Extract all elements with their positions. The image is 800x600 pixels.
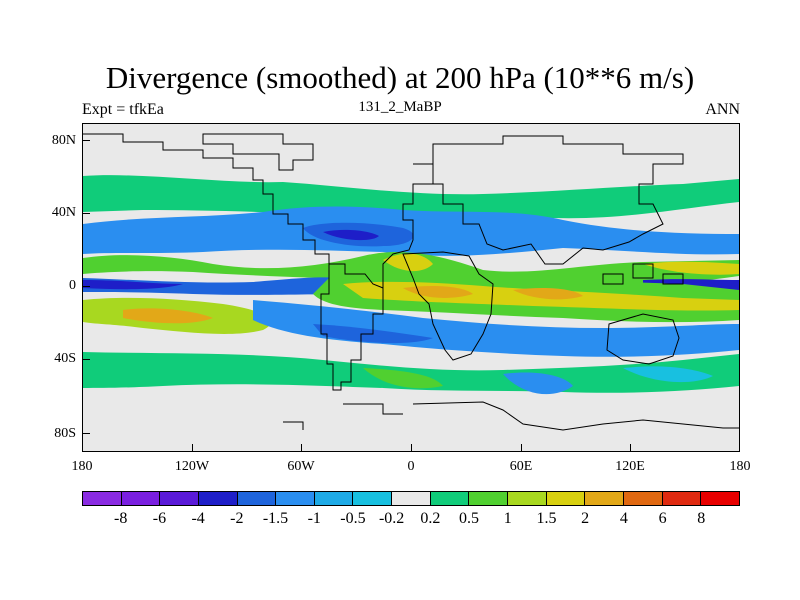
map-plot-area [82, 123, 740, 452]
lat-tick [82, 286, 90, 287]
colorbar-label: 6 [658, 510, 667, 527]
colorbar-swatch [508, 492, 547, 505]
lon-tick [411, 444, 412, 452]
colorbar-swatch [160, 492, 199, 505]
colorbar-swatch [430, 492, 470, 505]
colorbar-swatch [353, 492, 393, 505]
colorbar-label: -1.5 [262, 510, 289, 527]
coastline-outlines [83, 133, 739, 431]
lon-tick [521, 444, 522, 452]
colorbar-swatch [623, 492, 663, 505]
colorbar-swatch [469, 492, 509, 505]
colorbar-swatch [546, 492, 586, 505]
lon-tick [192, 444, 193, 452]
lat-tick [82, 213, 90, 214]
divergence-contours [83, 175, 739, 395]
colorbar-swatch [237, 492, 277, 505]
lat-label-40s: 40S [54, 351, 76, 366]
colorbar-label: -2 [230, 510, 244, 527]
lon-label-60e: 60E [509, 459, 533, 474]
colorbar-swatch [83, 492, 122, 505]
colorbar-label: 0.5 [459, 510, 480, 527]
lon-label-120e: 120E [615, 459, 645, 474]
colorbar-label: -1 [307, 510, 321, 527]
lon-label-120w: 120W [174, 459, 210, 474]
colorbar-label: -4 [191, 510, 205, 527]
lon-label-180w: 180 [71, 459, 93, 474]
colorbar-swatch [276, 492, 315, 505]
lat-label-80n: 80N [51, 133, 76, 148]
colorbar-label: 2 [581, 510, 590, 527]
colorbar-swatch [701, 492, 739, 505]
lon-tick [630, 444, 631, 452]
colorbar-swatch [392, 492, 431, 505]
colorbar-label: 1 [503, 510, 512, 527]
lon-label-0: 0 [407, 459, 415, 474]
lat-tick [82, 359, 90, 360]
colorbar-swatch [585, 492, 624, 505]
lon-label-180e: 180 [729, 459, 751, 474]
colorbar-label: 8 [697, 510, 706, 527]
lon-label-60w: 60W [287, 459, 315, 474]
lat-tick [82, 433, 90, 434]
colorbar-label: -0.5 [340, 510, 366, 527]
divergence-field-map [83, 133, 739, 431]
colorbar-swatch [198, 492, 238, 505]
colorbar [82, 491, 740, 506]
run-label: 131_2_MaBP [358, 99, 442, 115]
colorbar-swatch [662, 492, 702, 505]
lat-tick [82, 140, 90, 141]
colorbar-label: 4 [619, 510, 628, 527]
colorbar-swatch [314, 492, 354, 505]
colorbar-label: 0.2 [420, 510, 441, 527]
colorbar-label: -8 [114, 510, 128, 527]
experiment-label: Expt = tfkEa [82, 101, 164, 118]
colorbar-label: -0.2 [378, 510, 405, 527]
lat-label-40n: 40N [51, 205, 76, 220]
colorbar-label: -6 [152, 510, 167, 527]
lon-tick [301, 444, 302, 452]
lat-label-0: 0 [69, 278, 76, 293]
season-label: ANN [705, 101, 740, 118]
colorbar-label: 1.5 [536, 510, 557, 527]
lat-label-80s: 80S [54, 426, 76, 441]
chart-title: Divergence (smoothed) at 200 hPa (10**6 … [105, 60, 695, 95]
colorbar-swatch [121, 492, 161, 505]
